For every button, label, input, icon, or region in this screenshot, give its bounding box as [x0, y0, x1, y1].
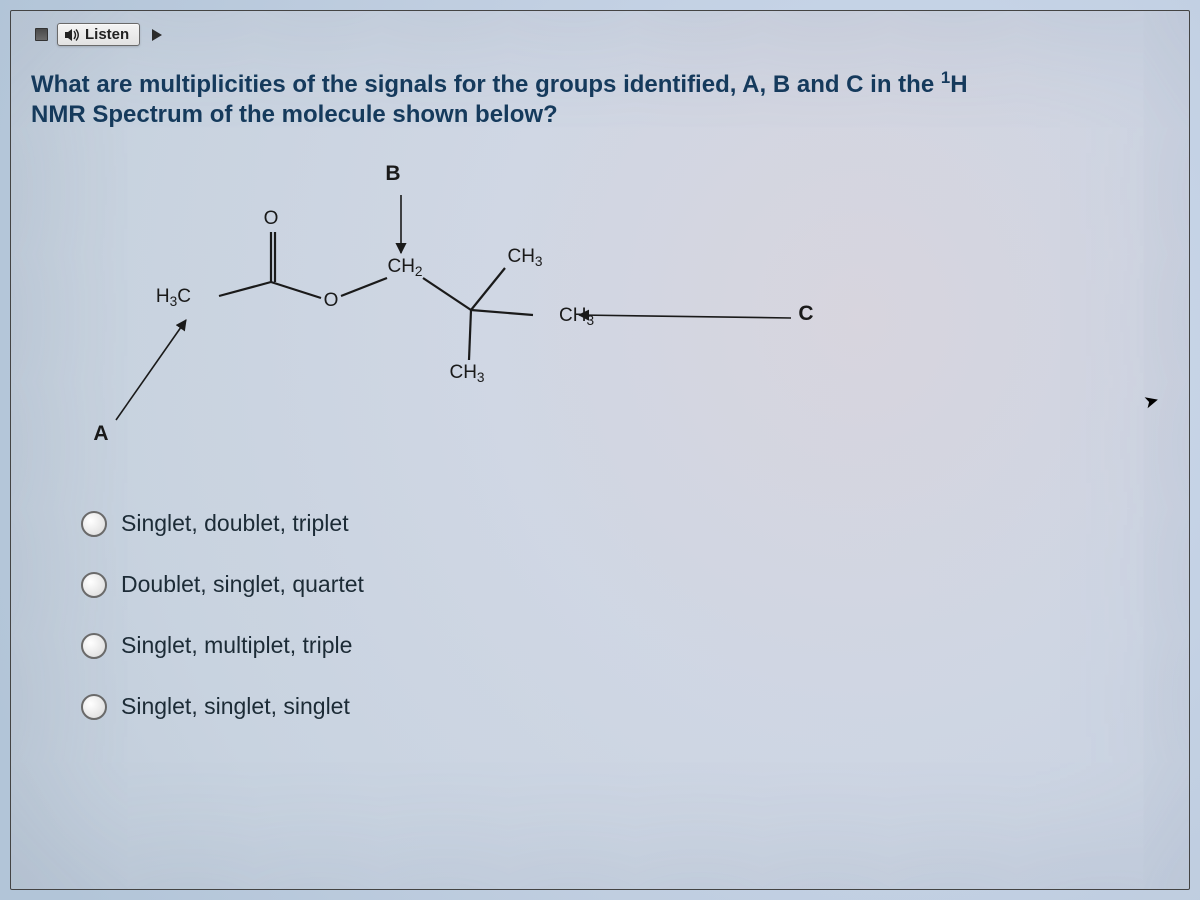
- option-2-label: Doublet, singlet, quartet: [121, 571, 364, 598]
- option-3-label: Singlet, multiplet, triple: [121, 632, 352, 659]
- play-button[interactable]: [146, 24, 168, 46]
- option-1[interactable]: Singlet, doublet, triplet: [81, 510, 1169, 537]
- answer-options: Singlet, doublet, triplet Doublet, singl…: [81, 510, 1169, 720]
- option-4[interactable]: Singlet, singlet, singlet: [81, 693, 1169, 720]
- option-3[interactable]: Singlet, multiplet, triple: [81, 632, 1169, 659]
- svg-text:O: O: [264, 208, 279, 229]
- svg-text:H3C: H3C: [156, 286, 191, 309]
- speaker-icon: [64, 28, 80, 42]
- svg-text:B: B: [385, 162, 400, 185]
- question-text: What are multiplicities of the signals f…: [31, 68, 1031, 130]
- listen-label: Listen: [85, 26, 129, 43]
- question-line2: NMR Spectrum of the molecule shown below…: [31, 101, 558, 128]
- molecule-svg: H3C O O CH2 CH3 CH3 CH3 A B C: [71, 150, 971, 470]
- radio-icon: [81, 572, 107, 598]
- question-line1a: What are multiplicities of the signals f…: [31, 71, 941, 98]
- option-1-label: Singlet, doublet, triplet: [121, 510, 349, 537]
- radio-icon: [81, 511, 107, 537]
- listen-button[interactable]: Listen: [57, 23, 140, 46]
- molecule-diagram: H3C O O CH2 CH3 CH3 CH3 A B C: [71, 150, 971, 470]
- play-icon: [152, 29, 162, 41]
- radio-icon: [81, 694, 107, 720]
- svg-text:CH3: CH3: [559, 305, 594, 328]
- stop-icon: [35, 28, 48, 41]
- svg-text:A: A: [93, 422, 108, 445]
- svg-text:CH3: CH3: [449, 362, 484, 385]
- svg-text:C: C: [798, 302, 813, 325]
- question-sup: 1: [941, 68, 950, 87]
- svg-text:O: O: [324, 290, 339, 311]
- option-4-label: Singlet, singlet, singlet: [121, 693, 350, 720]
- stop-button[interactable]: [31, 25, 51, 45]
- radio-icon: [81, 633, 107, 659]
- audio-toolbar: Listen: [31, 23, 1169, 46]
- question-panel: Listen What are multiplicities of the si…: [10, 10, 1190, 890]
- option-2[interactable]: Doublet, singlet, quartet: [81, 571, 1169, 598]
- svg-text:CH3: CH3: [507, 246, 542, 269]
- question-line1b: H: [950, 71, 967, 98]
- svg-text:CH2: CH2: [387, 256, 422, 279]
- cursor-icon: ➤: [1141, 389, 1161, 413]
